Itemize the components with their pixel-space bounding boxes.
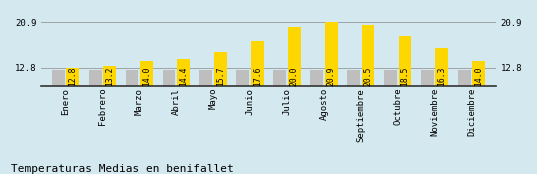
Bar	[251, 41, 264, 86]
Bar	[458, 70, 471, 86]
Text: 20.0: 20.0	[289, 66, 299, 86]
Text: 20.5: 20.5	[364, 66, 373, 86]
Bar	[288, 27, 301, 86]
Bar	[52, 70, 64, 86]
Text: 14.0: 14.0	[474, 66, 483, 86]
Bar	[384, 70, 397, 86]
Bar	[214, 52, 227, 86]
Text: 14.0: 14.0	[142, 66, 151, 86]
Bar	[66, 68, 79, 86]
Bar	[89, 70, 101, 86]
Bar	[236, 70, 249, 86]
Bar	[273, 70, 286, 86]
Bar	[325, 22, 338, 86]
Text: 20.9: 20.9	[326, 66, 336, 86]
Bar	[140, 61, 153, 86]
Bar	[398, 36, 411, 86]
Bar	[473, 61, 485, 86]
Text: 17.6: 17.6	[253, 66, 262, 86]
Text: 12.8: 12.8	[68, 66, 77, 86]
Bar	[103, 66, 116, 86]
Bar	[126, 70, 139, 86]
Bar	[361, 25, 374, 86]
Bar	[199, 70, 212, 86]
Bar	[436, 48, 448, 86]
Text: 13.2: 13.2	[105, 66, 114, 86]
Bar	[421, 70, 434, 86]
Bar	[310, 70, 323, 86]
Bar	[163, 70, 176, 86]
Bar	[347, 70, 360, 86]
Text: 15.7: 15.7	[216, 66, 225, 86]
Text: 18.5: 18.5	[401, 66, 410, 86]
Text: Temperaturas Medias en benifallet: Temperaturas Medias en benifallet	[11, 164, 234, 174]
Bar	[177, 59, 190, 86]
Text: 14.4: 14.4	[179, 66, 188, 86]
Text: 16.3: 16.3	[438, 66, 446, 86]
